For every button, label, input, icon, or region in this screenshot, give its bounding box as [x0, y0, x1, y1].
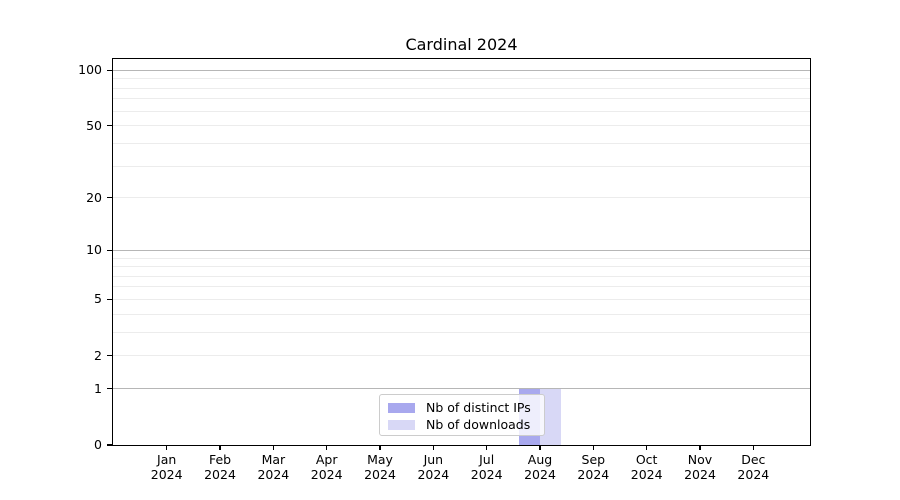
- x-tick-year: 2024: [470, 467, 503, 482]
- x-tick-mark: [166, 445, 168, 450]
- distinct-ips-swatch-icon: [388, 402, 415, 413]
- x-tick-label: Mar 2024: [246, 452, 300, 482]
- x-tick-mark: [539, 445, 541, 450]
- gridline-minor: [113, 125, 810, 127]
- x-tick-month: Sep: [581, 452, 606, 467]
- gridline-minor: [113, 313, 810, 315]
- gridline-minor: [113, 266, 810, 268]
- gridline-minor: [113, 197, 810, 199]
- plot-area: [113, 59, 810, 445]
- x-tick-mark: [752, 445, 754, 450]
- x-tick-year: 2024: [150, 467, 183, 482]
- x-tick-month: Mar: [261, 452, 286, 467]
- x-tick-month: May: [367, 452, 393, 467]
- x-tick-label: Sep 2024: [566, 452, 620, 482]
- x-tick-mark: [432, 445, 434, 450]
- x-tick-year: 2024: [257, 467, 290, 482]
- x-tick-month: Nov: [687, 452, 713, 467]
- y-tick-label: 0: [94, 437, 102, 452]
- y-tick-mark: [107, 197, 113, 199]
- legend-label-distinct-ips: Nb of distinct IPs: [426, 400, 531, 415]
- y-tick-mark: [107, 444, 113, 446]
- gridline-minor: [113, 257, 810, 259]
- y-tick-mark: [107, 69, 113, 71]
- x-tick-label: May 2024: [353, 452, 407, 482]
- x-tick-month: Jan: [157, 452, 177, 467]
- y-tick-mark: [107, 388, 113, 390]
- y-tick-label: 10: [86, 242, 102, 258]
- x-tick-month: Dec: [741, 452, 766, 467]
- gridline-minor: [113, 355, 810, 357]
- x-tick-month: Oct: [635, 452, 658, 467]
- gridline-minor: [113, 286, 810, 288]
- gridline-minor: [113, 110, 810, 112]
- gridline-major: [113, 388, 810, 390]
- x-tick-month: Apr: [315, 452, 338, 467]
- legend-label-downloads: Nb of downloads: [426, 417, 531, 432]
- y-tick-label: 5: [94, 291, 102, 307]
- gridline-minor: [113, 98, 810, 100]
- y-tick-mark: [107, 355, 113, 357]
- gridline-major: [113, 249, 810, 251]
- x-tick-mark: [592, 445, 594, 450]
- x-tick-label: Dec 2024: [726, 452, 780, 482]
- gridline-minor: [113, 78, 810, 80]
- x-tick-year: 2024: [310, 467, 343, 482]
- y-tick-label: 1: [94, 380, 102, 396]
- downloads-swatch-icon: [388, 419, 415, 430]
- x-tick-mark: [379, 445, 381, 450]
- x-tick-label: Nov 2024: [673, 452, 727, 482]
- gridline-minor: [113, 298, 810, 300]
- x-tick-label: Oct 2024: [620, 452, 674, 482]
- x-tick-year: 2024: [630, 467, 663, 482]
- x-tick-mark: [272, 445, 274, 450]
- y-tick-label: 2: [94, 347, 102, 363]
- x-tick-month: Jun: [423, 452, 444, 467]
- x-tick-month: Aug: [527, 452, 553, 467]
- x-tick-label: Jul 2024: [460, 452, 514, 482]
- x-tick-mark: [646, 445, 648, 450]
- y-tick-mark: [107, 125, 113, 127]
- gridline-major: [113, 69, 810, 71]
- x-tick-month: Feb: [208, 452, 232, 467]
- gridline-minor: [113, 87, 810, 89]
- y-tick-label: 50: [86, 117, 102, 133]
- x-tick-month: Jul: [479, 452, 495, 467]
- gridline-minor: [113, 331, 810, 333]
- y-tick-label: 20: [86, 189, 102, 205]
- y-tick-label: 100: [78, 62, 102, 78]
- x-tick-year: 2024: [524, 467, 556, 482]
- chart-title: Cardinal 2024: [405, 35, 518, 54]
- x-tick-label: Aug 2024: [513, 452, 567, 482]
- x-tick-label: Jun 2024: [406, 452, 460, 482]
- legend-item-distinct-ips: Nb of distinct IPs: [380, 399, 544, 416]
- gridline-minor: [113, 142, 810, 144]
- x-tick-mark: [699, 445, 701, 450]
- bar-nb-of-downloads: [540, 388, 562, 445]
- x-tick-year: 2024: [204, 467, 236, 482]
- x-tick-year: 2024: [417, 467, 450, 482]
- legend-item-downloads: Nb of downloads: [380, 416, 544, 433]
- y-tick-mark: [107, 298, 113, 301]
- x-tick-label: Jan 2024: [140, 452, 194, 482]
- legend: Nb of distinct IPs Nb of downloads: [379, 394, 545, 436]
- x-tick-label: Apr 2024: [300, 452, 354, 482]
- x-tick-mark: [326, 445, 328, 450]
- x-tick-mark: [219, 445, 221, 450]
- x-tick-mark: [486, 445, 488, 450]
- x-tick-year: 2024: [684, 467, 716, 482]
- x-tick-year: 2024: [737, 467, 770, 482]
- gridline-minor: [113, 275, 810, 277]
- y-tick-mark: [107, 249, 113, 251]
- x-tick-year: 2024: [364, 467, 396, 482]
- x-tick-label: Feb 2024: [193, 452, 247, 482]
- gridline-minor: [113, 165, 810, 167]
- x-tick-year: 2024: [577, 467, 610, 482]
